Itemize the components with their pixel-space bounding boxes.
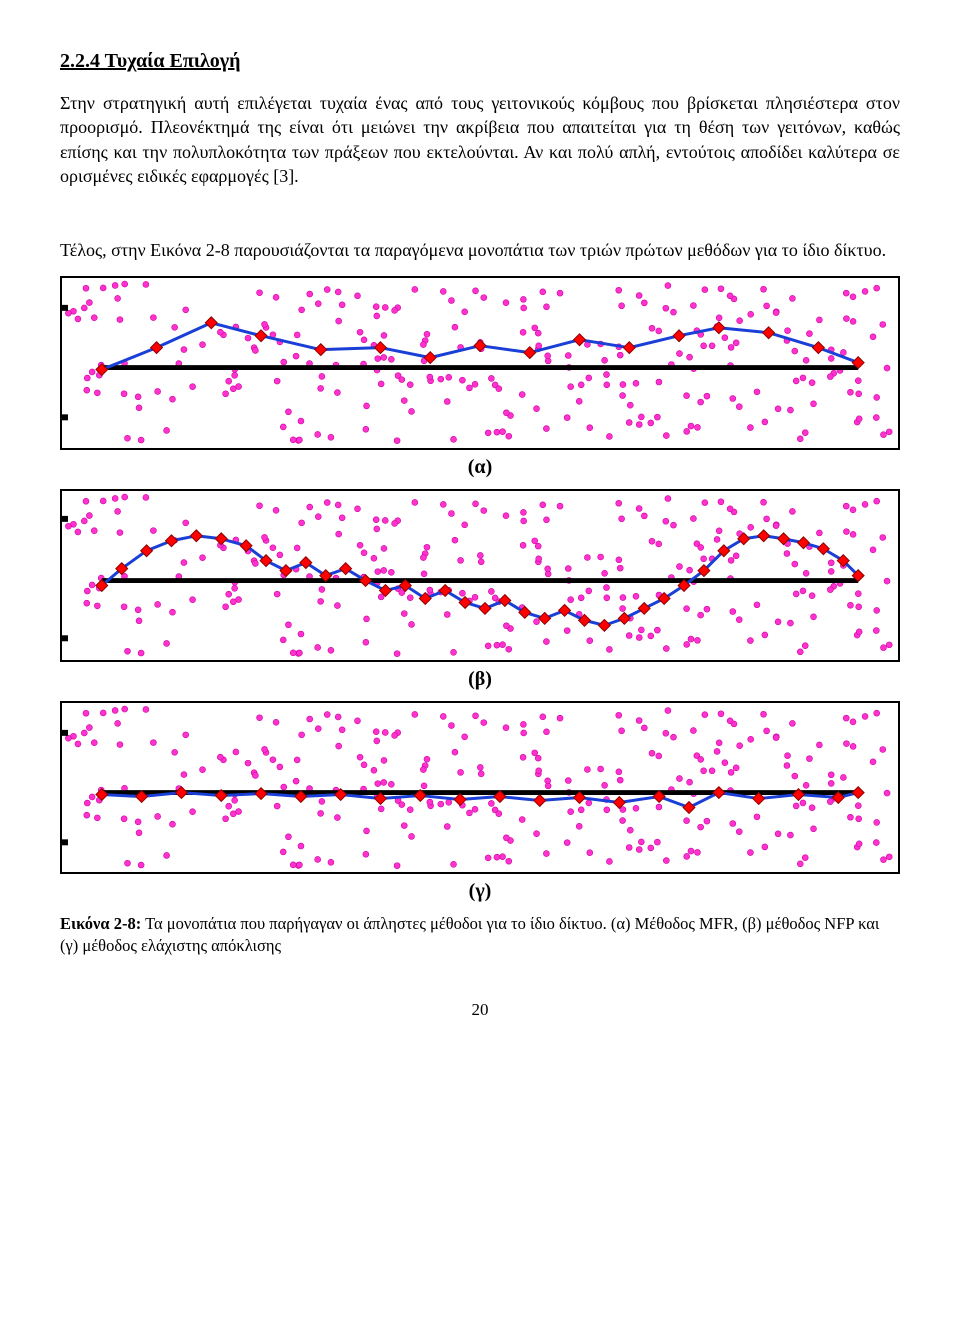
panel-label-b: (β): [60, 668, 900, 691]
figure-caption: Εικόνα 2-8: Τα μονοπάτια που παρήγαγαν ο…: [60, 913, 900, 958]
chart-b: [62, 491, 898, 660]
caption-head: Εικόνα 2-8:: [60, 914, 141, 933]
section-heading: 2.2.4 Τυχαία Επιλογή: [60, 50, 900, 73]
figure-panel-b: [60, 489, 900, 662]
chart-c: [62, 703, 898, 872]
spacer: [60, 202, 900, 238]
paragraph-2: Τέλος, στην Εικόνα 2-8 παρουσιάζονται τα…: [60, 238, 900, 262]
figure-2-8: (α) (β) (γ) Εικόνα 2-8: Τα μονοπάτια που…: [60, 276, 900, 957]
figure-panel-c: [60, 701, 900, 874]
chart-a: [62, 278, 898, 447]
panel-label-c: (γ): [60, 880, 900, 903]
paragraph-1: Στην στρατηγική αυτή επιλέγεται τυχαία έ…: [60, 91, 900, 188]
figure-panel-a: [60, 276, 900, 449]
panel-label-a: (α): [60, 456, 900, 479]
page-number: 20: [60, 1000, 900, 1020]
caption-body: Τα μονοπάτια που παρήγαγαν οι άπληστες μ…: [60, 914, 879, 955]
